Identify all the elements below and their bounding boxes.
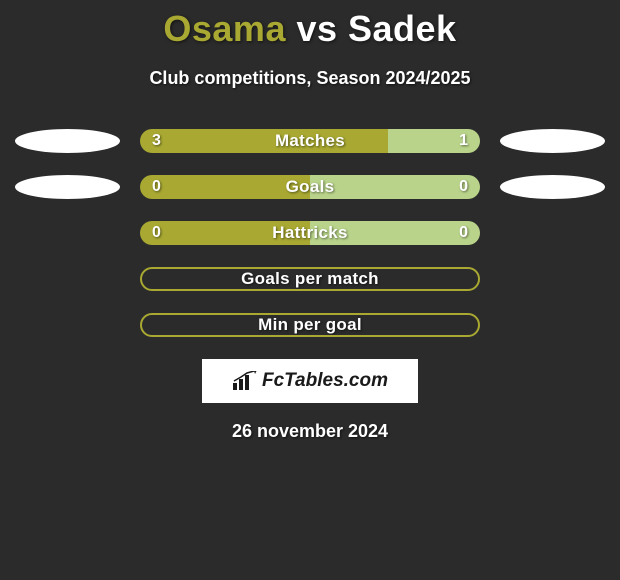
subtitle: Club competitions, Season 2024/2025	[0, 68, 620, 89]
oval-placeholder	[500, 313, 605, 337]
stat-bar: Min per goal	[140, 313, 480, 337]
oval-placeholder	[15, 221, 120, 245]
title-right: Sadek	[348, 8, 457, 49]
stat-value-left: 3	[152, 129, 161, 153]
logo-inner: FcTables.com	[232, 370, 388, 392]
stat-value-left: 0	[152, 221, 161, 245]
stat-value-right: 1	[459, 129, 468, 153]
stat-value-left: 0	[152, 175, 161, 199]
page-title: Osama vs Sadek	[0, 0, 620, 50]
stat-label: Goals per match	[142, 269, 478, 289]
stat-bar: Goals per match	[140, 267, 480, 291]
stat-label: Hattricks	[140, 221, 480, 245]
stat-row: Min per goal	[0, 313, 620, 337]
logo-text: FcTables.com	[262, 370, 388, 392]
title-vs: vs	[286, 8, 348, 49]
logo-box: FcTables.com	[202, 359, 418, 403]
oval-placeholder	[15, 313, 120, 337]
stat-row: Hattricks0 0	[0, 221, 620, 245]
stat-bar: Hattricks0 0	[140, 221, 480, 245]
stat-label: Min per goal	[142, 315, 478, 335]
stat-value-right: 0	[459, 175, 468, 199]
player-left-oval	[15, 175, 120, 199]
stat-row: Goals0 0	[0, 175, 620, 199]
stat-row: Goals per match	[0, 267, 620, 291]
comparison-rows: Matches31Goals00Hattricks00Goals per mat…	[0, 129, 620, 337]
date-text: 26 november 2024	[0, 421, 620, 442]
stat-label: Matches	[140, 129, 480, 153]
player-right-oval	[500, 175, 605, 199]
oval-placeholder	[15, 267, 120, 291]
stat-bar: Matches3 1	[140, 129, 480, 153]
player-left-oval	[15, 129, 120, 153]
stat-label: Goals	[140, 175, 480, 199]
title-left: Osama	[163, 8, 286, 49]
stat-row: Matches3 1	[0, 129, 620, 153]
player-right-oval	[500, 129, 605, 153]
stat-bar: Goals0 0	[140, 175, 480, 199]
oval-placeholder	[500, 267, 605, 291]
chart-icon	[232, 371, 258, 391]
stat-value-right: 0	[459, 221, 468, 245]
oval-placeholder	[500, 221, 605, 245]
